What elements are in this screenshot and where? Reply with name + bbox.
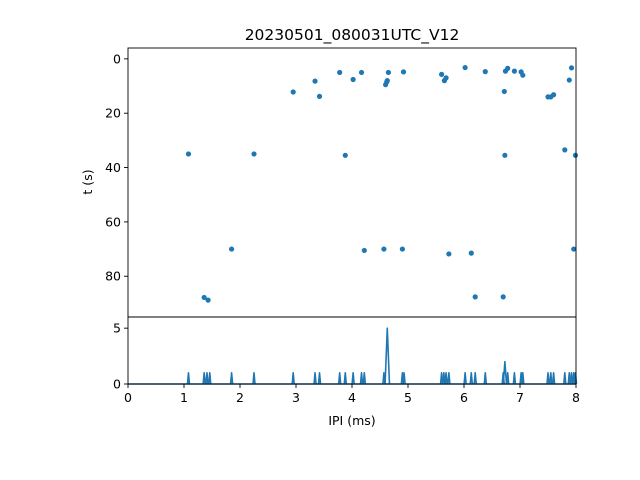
- x-tick-label: 6: [460, 390, 468, 405]
- bottom-plot-frame: [127, 316, 577, 385]
- histogram-peak: [351, 372, 355, 385]
- scatter-point: [568, 65, 575, 71]
- scatter-point: [361, 247, 367, 254]
- scatter-point: [468, 250, 474, 256]
- x-tick-label: 7: [516, 390, 524, 405]
- histogram-peak: [313, 372, 317, 385]
- y-tick-label: 40: [105, 160, 121, 175]
- scatter-point: [511, 68, 517, 74]
- y-tick-label: 0: [113, 51, 121, 66]
- scatter-point: [502, 152, 508, 158]
- scatter-point: [205, 297, 211, 303]
- scatter-point: [350, 76, 356, 83]
- y-tick-label: 20: [105, 106, 121, 121]
- histogram-peak: [521, 372, 525, 385]
- histogram-peak: [337, 372, 342, 385]
- x-tick-label: 3: [292, 390, 300, 405]
- histogram-peak: [291, 372, 295, 385]
- scatter-point: [572, 152, 579, 158]
- histogram-peak: [317, 372, 322, 385]
- histogram-peak: [343, 372, 348, 385]
- scatter-point: [571, 246, 577, 252]
- scatter-point: [400, 69, 407, 75]
- scatter-point: [399, 246, 405, 252]
- x-tick-label: 4: [348, 390, 356, 405]
- histogram-peak: [512, 372, 517, 385]
- histogram-peak: [569, 372, 574, 385]
- histogram-plot: 0 5 0 1 2 3 4 5 6 7 8: [113, 316, 580, 405]
- histogram-peak: [229, 372, 234, 385]
- scatter-point: [505, 65, 511, 71]
- histogram-peak: [447, 372, 451, 385]
- y-tick-label: 0: [113, 377, 121, 392]
- histogram-peak: [444, 372, 448, 385]
- histogram-peak: [205, 372, 209, 385]
- histogram-peak: [546, 372, 550, 385]
- scatter-point: [462, 64, 468, 71]
- scatter-point: [342, 152, 348, 158]
- histogram-peak: [551, 372, 556, 385]
- scatter-point: [551, 92, 557, 98]
- scatter-point: [201, 294, 207, 301]
- scatter-point: [384, 78, 390, 84]
- scatter-point: [482, 69, 488, 75]
- histogram-peak: [463, 372, 467, 385]
- histogram-peak: [483, 372, 488, 385]
- x-tick-label: 0: [124, 390, 132, 405]
- scatter-plot: 0 20 40 60 80: [105, 47, 579, 318]
- scatter-point: [290, 89, 296, 95]
- histogram-peak: [473, 372, 477, 385]
- scatter-point: [316, 93, 323, 99]
- histogram-peak: [359, 372, 364, 385]
- scatter-point: [381, 246, 387, 252]
- scatter-point: [251, 151, 257, 157]
- histogram-peak: [563, 372, 567, 385]
- histogram-peak: [207, 372, 212, 385]
- scatter-point: [439, 71, 445, 77]
- scatter-point: [312, 78, 318, 84]
- histogram-peak: [402, 372, 406, 385]
- histogram-peak: [505, 372, 510, 385]
- x-tick-label: 5: [404, 390, 412, 405]
- histogram-peak: [549, 372, 553, 385]
- y-axis-label: t (s): [80, 169, 95, 194]
- y-tick-label: 60: [105, 214, 121, 229]
- scatter-point: [443, 75, 449, 81]
- histogram-peak: [186, 372, 191, 385]
- scatter-point: [520, 72, 526, 78]
- x-tick-label: 8: [572, 390, 580, 405]
- y-tick-label: 5: [113, 321, 121, 336]
- scatter-point: [500, 294, 506, 300]
- x-tick-label: 2: [236, 390, 244, 405]
- scatter-point: [562, 147, 568, 153]
- scatter-point: [385, 69, 391, 76]
- top-plot-frame: [127, 47, 577, 318]
- scatter-point: [358, 69, 365, 76]
- scatter-point: [229, 246, 235, 252]
- x-tick-label: 1: [180, 390, 188, 405]
- x-axis-label: IPI (ms): [328, 413, 375, 428]
- histogram-peak: [567, 372, 572, 385]
- histogram-peak: [384, 327, 391, 385]
- scatter-point: [472, 294, 478, 300]
- scatter-point: [446, 251, 452, 257]
- scatter-point: [337, 69, 343, 76]
- histogram-peak: [362, 372, 367, 385]
- histogram-peak: [502, 360, 508, 385]
- scatter-point: [501, 88, 507, 95]
- histogram-peak: [439, 372, 444, 385]
- y-tick-label: 80: [105, 269, 121, 284]
- histogram-peak: [442, 372, 446, 385]
- scatter-point: [185, 151, 192, 157]
- histogram-peak: [469, 372, 474, 385]
- histogram-peak: [202, 372, 206, 385]
- chart-title: 20230501_080031UTC_V12: [245, 26, 460, 45]
- scatter-point: [566, 77, 572, 83]
- histogram-peak: [252, 372, 256, 385]
